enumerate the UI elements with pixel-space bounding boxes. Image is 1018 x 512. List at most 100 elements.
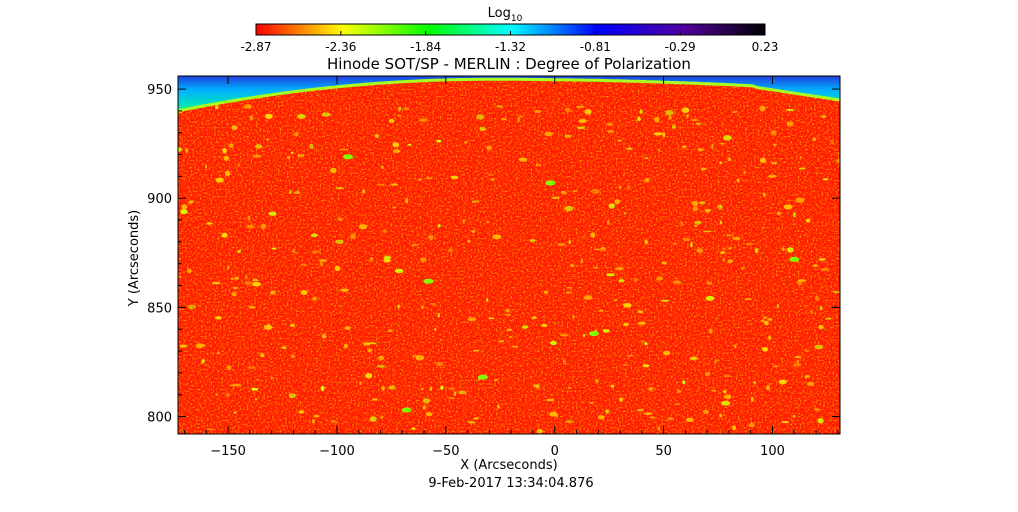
polarization-patch xyxy=(195,343,204,349)
polarization-patch xyxy=(300,290,308,296)
polarization-patch xyxy=(710,144,714,149)
polarization-patch xyxy=(508,336,513,338)
polarization-patch xyxy=(792,363,802,367)
colorbar-tick-label: -0.29 xyxy=(665,40,696,54)
polarization-patch xyxy=(403,107,410,111)
polarization-patch xyxy=(710,389,717,392)
polarization-patch xyxy=(572,315,576,319)
polarization-patch xyxy=(555,413,558,418)
polarization-patch xyxy=(818,325,824,330)
polarization-patch xyxy=(265,113,273,120)
polarization-patch xyxy=(496,105,504,108)
polarization-patch xyxy=(487,174,495,176)
polarization-patch xyxy=(731,111,738,113)
polarization-patch xyxy=(534,110,542,114)
x-axis-label: X (Arcseconds) xyxy=(460,458,557,473)
polarization-patch xyxy=(723,374,731,378)
polarization-patch xyxy=(234,276,240,280)
polarization-patch xyxy=(722,257,725,262)
polarization-patch xyxy=(551,196,560,199)
polarization-patch xyxy=(388,329,393,333)
polarization-patch xyxy=(734,344,737,349)
polarization-patch xyxy=(535,163,542,167)
polarization-patch xyxy=(590,402,594,404)
polarization-patch xyxy=(740,267,746,270)
polarization-patch xyxy=(215,316,222,320)
polarization-patch xyxy=(812,137,817,141)
polarization-patch xyxy=(311,250,321,254)
polarization-patch xyxy=(755,247,759,254)
polarization-patch xyxy=(564,134,572,138)
polarization-patch xyxy=(608,203,615,209)
polarization-patch xyxy=(330,167,337,174)
polarization-patch xyxy=(265,138,270,141)
polarization-patch xyxy=(810,309,813,314)
polarization-patch xyxy=(578,118,587,123)
colorbar-tick-label: -0.81 xyxy=(580,40,611,54)
polarization-patch xyxy=(341,148,349,151)
polarization-patch xyxy=(615,267,624,271)
polarization-patch xyxy=(233,411,237,414)
polarization-patch xyxy=(745,242,754,246)
polarization-patch xyxy=(249,115,254,121)
polarization-patch xyxy=(268,211,277,216)
polarization-patch xyxy=(228,143,234,148)
polarization-patch xyxy=(247,366,256,370)
polarization-patch xyxy=(473,417,479,420)
polarization-patch xyxy=(237,250,242,253)
polarization-patch xyxy=(340,288,349,292)
polarization-patch xyxy=(388,118,395,123)
strong-polarization-patch xyxy=(477,374,488,380)
polarization-patch xyxy=(206,428,214,431)
polarization-patch xyxy=(252,154,262,158)
polarization-patch xyxy=(781,247,785,252)
polarization-patch xyxy=(660,299,670,302)
polarization-patch xyxy=(297,114,306,119)
polarization-patch xyxy=(793,212,796,218)
polarization-patch xyxy=(644,342,648,346)
polarization-patch xyxy=(437,224,441,228)
polarization-patch xyxy=(376,364,386,368)
polarization-patch xyxy=(633,278,638,282)
polarization-patch xyxy=(777,211,781,216)
polarization-patch xyxy=(243,104,253,109)
polarization-patch xyxy=(269,290,276,295)
polarization-patch xyxy=(254,398,258,401)
polarization-patch xyxy=(753,381,757,385)
polarization-patch xyxy=(321,333,327,339)
polarization-patch xyxy=(644,178,649,183)
polarization-patch xyxy=(648,387,654,391)
polarization-patch xyxy=(471,200,479,203)
polarization-patch xyxy=(691,200,699,206)
polarization-patch xyxy=(252,278,258,282)
polarization-patch xyxy=(606,273,615,277)
polarization-patch xyxy=(381,165,384,170)
chart-title: Hinode SOT/SP - MERLIN : Degree of Polar… xyxy=(327,55,691,73)
polarization-patch xyxy=(576,126,586,130)
polarization-patch xyxy=(681,145,687,149)
polarization-patch xyxy=(200,360,204,365)
polarization-patch xyxy=(531,316,538,320)
polarization-patch xyxy=(723,135,732,141)
polarization-patch xyxy=(405,197,409,204)
polarization-patch xyxy=(204,164,208,169)
polarization-patch xyxy=(376,183,385,186)
polarization-patch xyxy=(381,386,385,391)
polarization-patch xyxy=(226,365,232,371)
polarization-patch xyxy=(380,415,384,419)
polarization-patch xyxy=(721,400,731,406)
polarization-patch xyxy=(718,142,726,145)
polarization-patch xyxy=(572,190,578,193)
polarization-patch xyxy=(437,313,440,318)
polarization-patch xyxy=(294,131,299,137)
polarization-patch xyxy=(377,355,385,361)
polarization-patch xyxy=(642,364,650,368)
polarization-patch xyxy=(654,116,660,123)
polarization-patch xyxy=(722,247,726,250)
polarization-patch xyxy=(440,338,443,341)
limb-edge xyxy=(178,77,840,113)
polarization-patch xyxy=(248,305,256,309)
y-tick-label: 800 xyxy=(147,411,172,426)
polarization-patch xyxy=(231,125,238,130)
polarization-patch xyxy=(472,230,476,233)
